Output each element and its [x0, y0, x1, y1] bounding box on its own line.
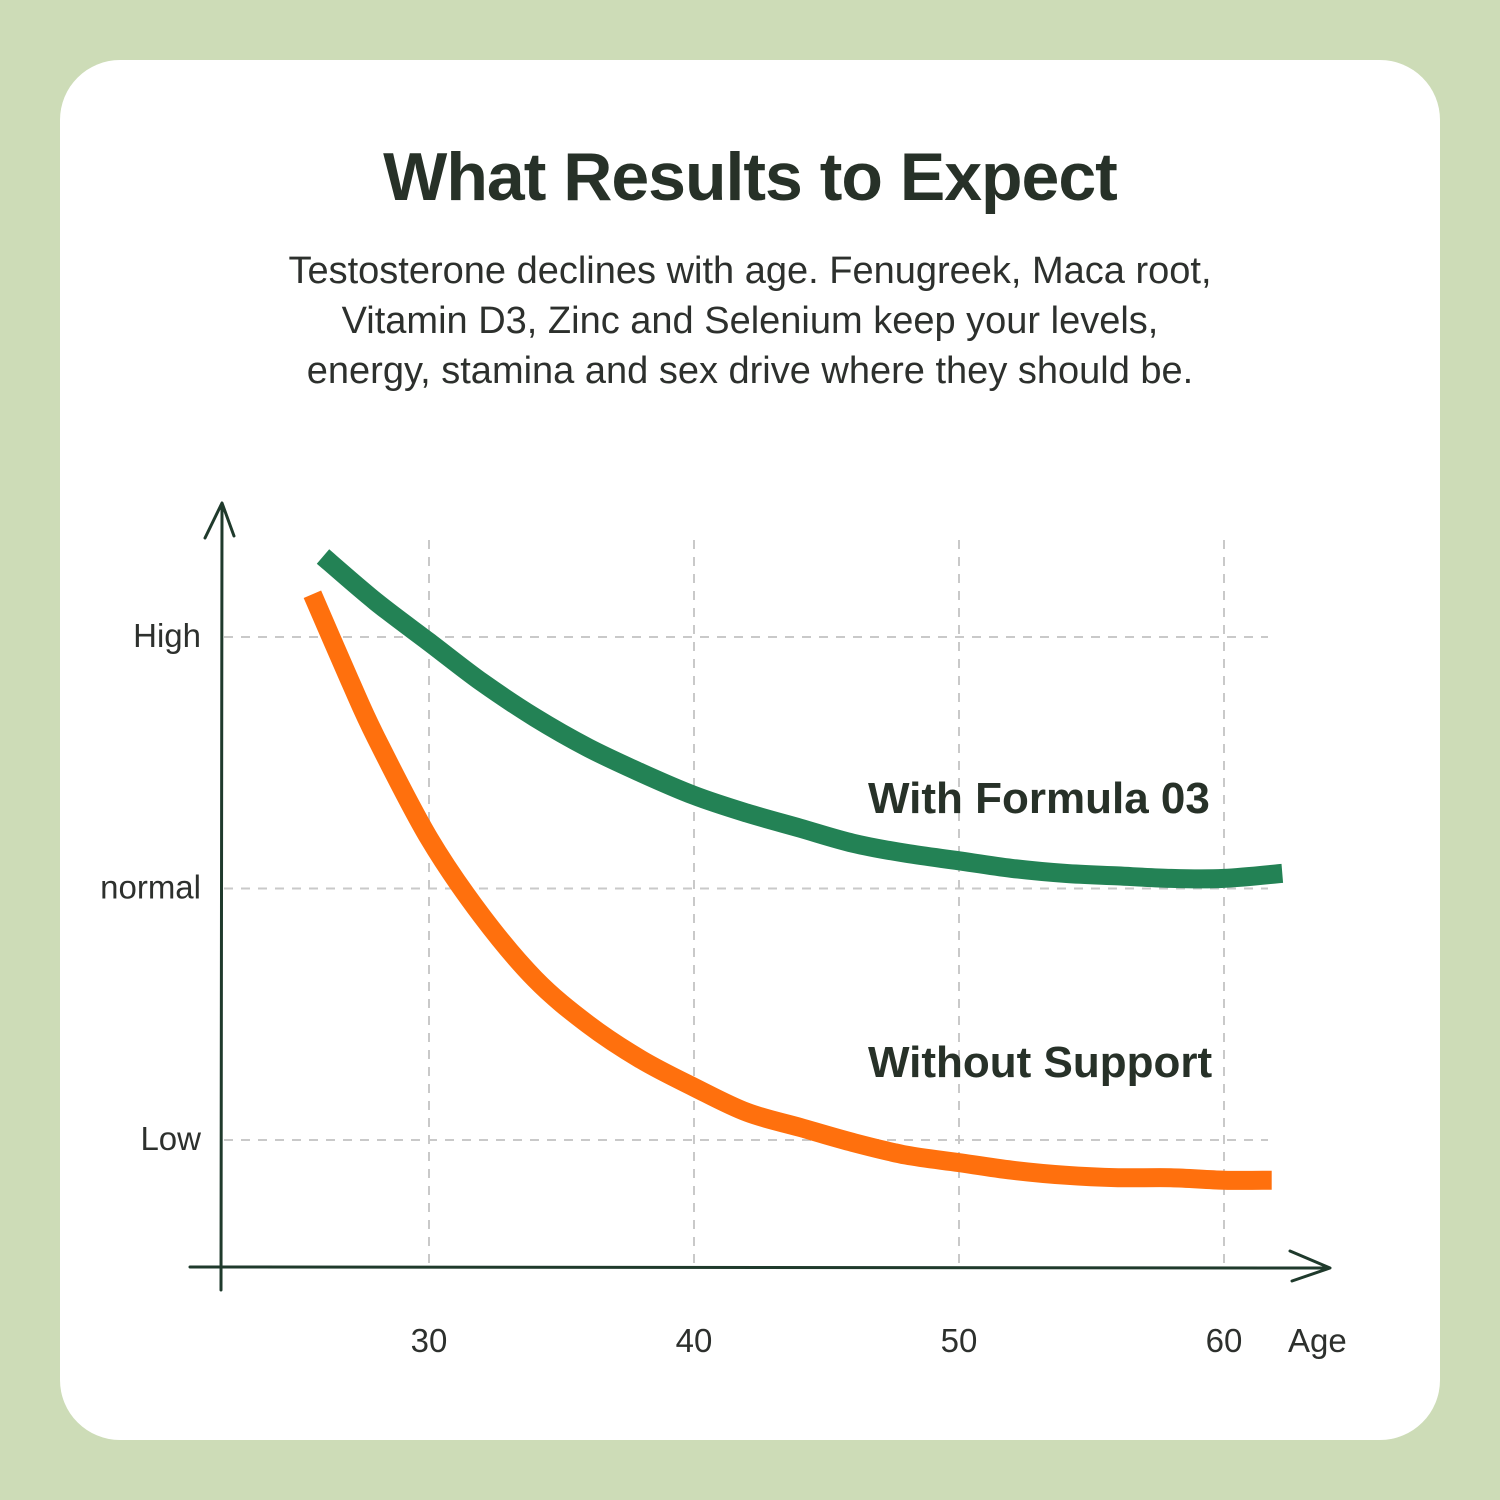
y-axis-arrow — [203, 501, 236, 540]
y-level-label: Low — [140, 1120, 201, 1157]
y-axis — [219, 503, 224, 1292]
y-level-label: normal — [100, 869, 201, 906]
series-line-without-support — [303, 590, 1272, 1190]
chart-labels: 30 40 50 60 High normal Low — [100, 617, 1242, 1359]
x-tick-label: 50 — [941, 1322, 978, 1359]
content-card — [60, 60, 1440, 1440]
x-axis — [188, 1265, 1330, 1270]
series-label-without-support: Without Support — [868, 1038, 1213, 1087]
x-tick-label: 40 — [676, 1322, 713, 1359]
y-level-label: High — [133, 617, 201, 654]
axes — [188, 501, 1332, 1292]
series-label-with-formula: With Formula 03 — [868, 774, 1210, 823]
x-tick-label: 60 — [1206, 1322, 1243, 1359]
x-axis-arrow — [1288, 1249, 1332, 1283]
grid-lines — [224, 540, 1268, 1268]
subtitle-line: Vitamin D3, Zinc and Selenium keep your … — [341, 300, 1159, 342]
subtitle-line: Testosterone declines with age. Fenugree… — [288, 250, 1212, 292]
page-title: What Results to Expect — [383, 139, 1118, 215]
series-lines — [303, 549, 1284, 1190]
page-subtitle: Testosterone declines with age. Fenugree… — [200, 246, 1300, 396]
subtitle-line: energy, stamina and sex drive where they… — [306, 350, 1194, 392]
x-tick-label: 30 — [411, 1322, 448, 1359]
series-line-with-formula — [316, 549, 1284, 889]
x-axis-label: Age — [1288, 1322, 1347, 1359]
